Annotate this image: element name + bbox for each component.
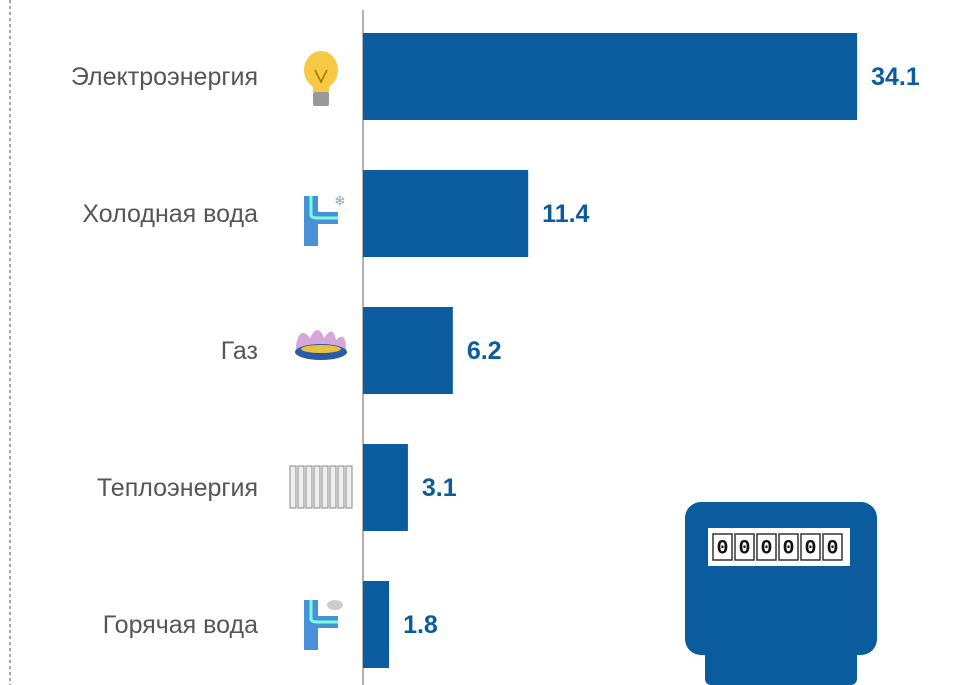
hot-pipe-icon [304,600,343,650]
meter-icon [685,502,877,685]
meter-digit: 0 [804,537,816,560]
bar [363,33,857,120]
gas-burner-icon [295,330,347,360]
radiator-icon [290,466,352,508]
bar [363,444,408,531]
category-label: Газ [221,337,258,365]
meter-digit: 0 [782,537,794,560]
meter-digit: 0 [826,537,838,560]
category-label: Холодная вода [82,200,258,228]
category-label: Теплоэнергия [97,474,258,502]
value-label: 6.2 [467,337,502,365]
bar [363,581,389,668]
value-label: 34.1 [871,63,920,91]
chart: ❄ Электроэнергия 34.1 Холодная вода 11.4 Газ… [0,0,957,685]
meter-digit: 0 [760,537,772,560]
cold-pipe-icon: ❄ [304,193,346,246]
meter-digit: 0 [716,537,728,560]
bar [363,170,528,257]
bulb-icon [304,51,338,106]
category-label: Электроэнергия [71,63,258,91]
meter-digit: 0 [738,537,750,560]
category-label: Горячая вода [103,611,258,639]
value-label: 1.8 [403,611,438,639]
value-label: 3.1 [422,474,457,502]
value-label: 11.4 [542,200,589,228]
bar [363,307,453,394]
svg-text:❄: ❄ [334,193,346,209]
